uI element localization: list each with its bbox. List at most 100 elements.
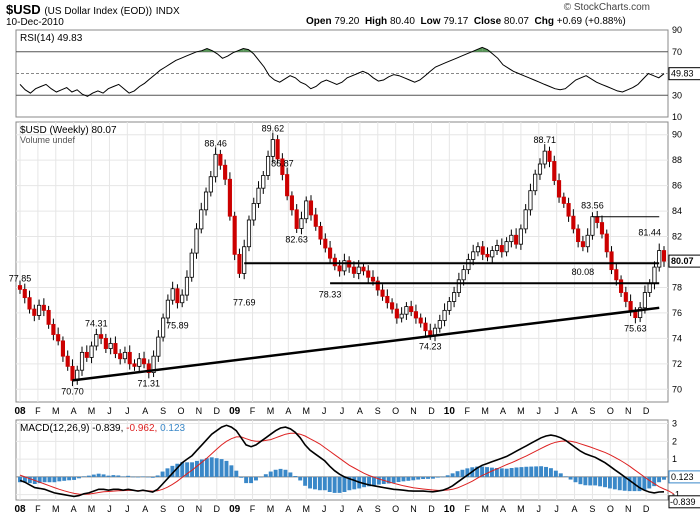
macd-histogram-bar [327,476,332,492]
price-candle [175,288,180,304]
price-candle [299,218,304,229]
macd-histogram-bar [578,476,583,485]
price-candle [242,246,247,274]
x-tick-label: M [481,504,489,514]
macd-histogram-bar [77,476,81,479]
price-candle [223,164,228,180]
price-candle [380,289,385,297]
macd-histogram-bar [42,476,47,483]
rsi-line [19,46,665,97]
macd-histogram-bar [263,474,268,477]
x-tick-label: 10 [444,406,456,417]
price-annotation-label: 75.63 [624,324,647,334]
price-candle [32,308,37,316]
x-tick-label: M [267,504,275,514]
price-candle [141,358,147,365]
macd-histogram-bar [588,476,593,486]
price-candle [79,351,85,371]
x-tick-label: D [214,504,221,514]
price-candle [418,317,423,324]
price-candle [604,233,609,253]
macd-histogram-bar [573,476,578,483]
instrument-name: (US Dollar Index (EOD)) [44,6,153,17]
x-tick-label: F [35,406,41,416]
price-candle [399,313,404,319]
price-annotation-label: 83.56 [581,201,604,211]
macd-histogram-bar [116,475,121,477]
price-annotation-label: 74.23 [419,341,442,351]
price-annotation-label: 86.87 [271,159,294,169]
price-candle [442,309,447,321]
x-tick-label: S [375,504,381,514]
x-tick-label: O [177,504,184,514]
macd-histogram-bar [150,476,155,478]
price-candle [385,295,390,304]
macd-signal-line [19,432,675,495]
price-candle [251,203,256,221]
price-candle [370,276,376,282]
macd-y-tick-label: -1 [672,490,680,500]
x-tick-label: J [340,406,345,416]
price-annotation-label: 75.89 [166,320,189,330]
rsi-overbought-fill [243,48,249,52]
price-candle [318,225,323,240]
macd-histogram-bar [72,476,77,480]
x-tick-label: N [196,406,203,416]
price-candle [647,283,652,293]
price-candle [351,266,356,274]
macd-histogram-bar [195,460,199,477]
macd-histogram-bar [371,476,376,486]
macd-histogram-bar [617,476,622,491]
macd-histogram-bar [514,467,519,477]
price-last-value-label: 80.07 [671,256,694,266]
macd-histogram-bar [288,472,293,477]
low-label: Low [420,16,441,27]
macd-histogram-bar [553,470,558,477]
price-annotation-label: 74.31 [85,318,108,328]
macd-histogram-bar [52,476,57,483]
macd-value: MACD(12,26,9) -0.839, [20,423,126,434]
macd-histogram-bar [293,476,298,477]
x-tick-label: D [643,504,650,514]
macd-histogram-bar [499,468,504,477]
macd-histogram-bar [219,459,224,477]
price-candle [94,334,99,347]
macd-histogram-bar [411,476,416,481]
price-annotation-label: 89.62 [262,124,285,134]
rsi-last-value-label: 49.83 [671,69,694,79]
macd-histogram-bar [199,459,204,477]
x-tick-label: D [214,406,221,416]
macd-histogram-bar [504,468,509,477]
x-tick-label: O [607,406,614,416]
price-candle [118,353,123,360]
price-candle [614,269,619,281]
price-annotation-label: 71.31 [138,379,161,389]
macd-histogram-bar [312,476,317,490]
ohlc-readout: Open 79.20 High 80.40 Low 79.17 Close 80… [306,16,626,27]
x-tick-label: M [88,504,96,514]
chart-title: $USD (US Dollar Index (EOD)) INDX [6,2,180,17]
price-annotation-label: 70.70 [61,386,84,396]
macd-histogram-bar [637,476,642,492]
x-tick-label: F [250,504,256,514]
x-tick-label: A [500,504,506,514]
macd-histogram-bar [278,468,283,477]
x-tick-label: F [35,504,41,514]
price-candle [113,343,118,355]
price-candle [208,176,213,193]
price-candle [103,337,108,349]
macd-histogram-bar [460,469,465,477]
price-candle [56,334,61,342]
macd-histogram-bar [347,476,352,491]
macd-histogram-bar [401,476,406,482]
x-tick-label: J [537,504,542,514]
macd-histogram-bar [22,476,27,483]
x-tick-label: O [392,406,399,416]
x-tick-label: S [160,406,166,416]
price-candle [623,292,628,302]
x-tick-label: S [375,406,381,416]
price-candle [246,219,252,248]
macd-histogram-bar [126,475,131,477]
price-candle [485,253,490,258]
x-tick-label: N [196,504,203,514]
